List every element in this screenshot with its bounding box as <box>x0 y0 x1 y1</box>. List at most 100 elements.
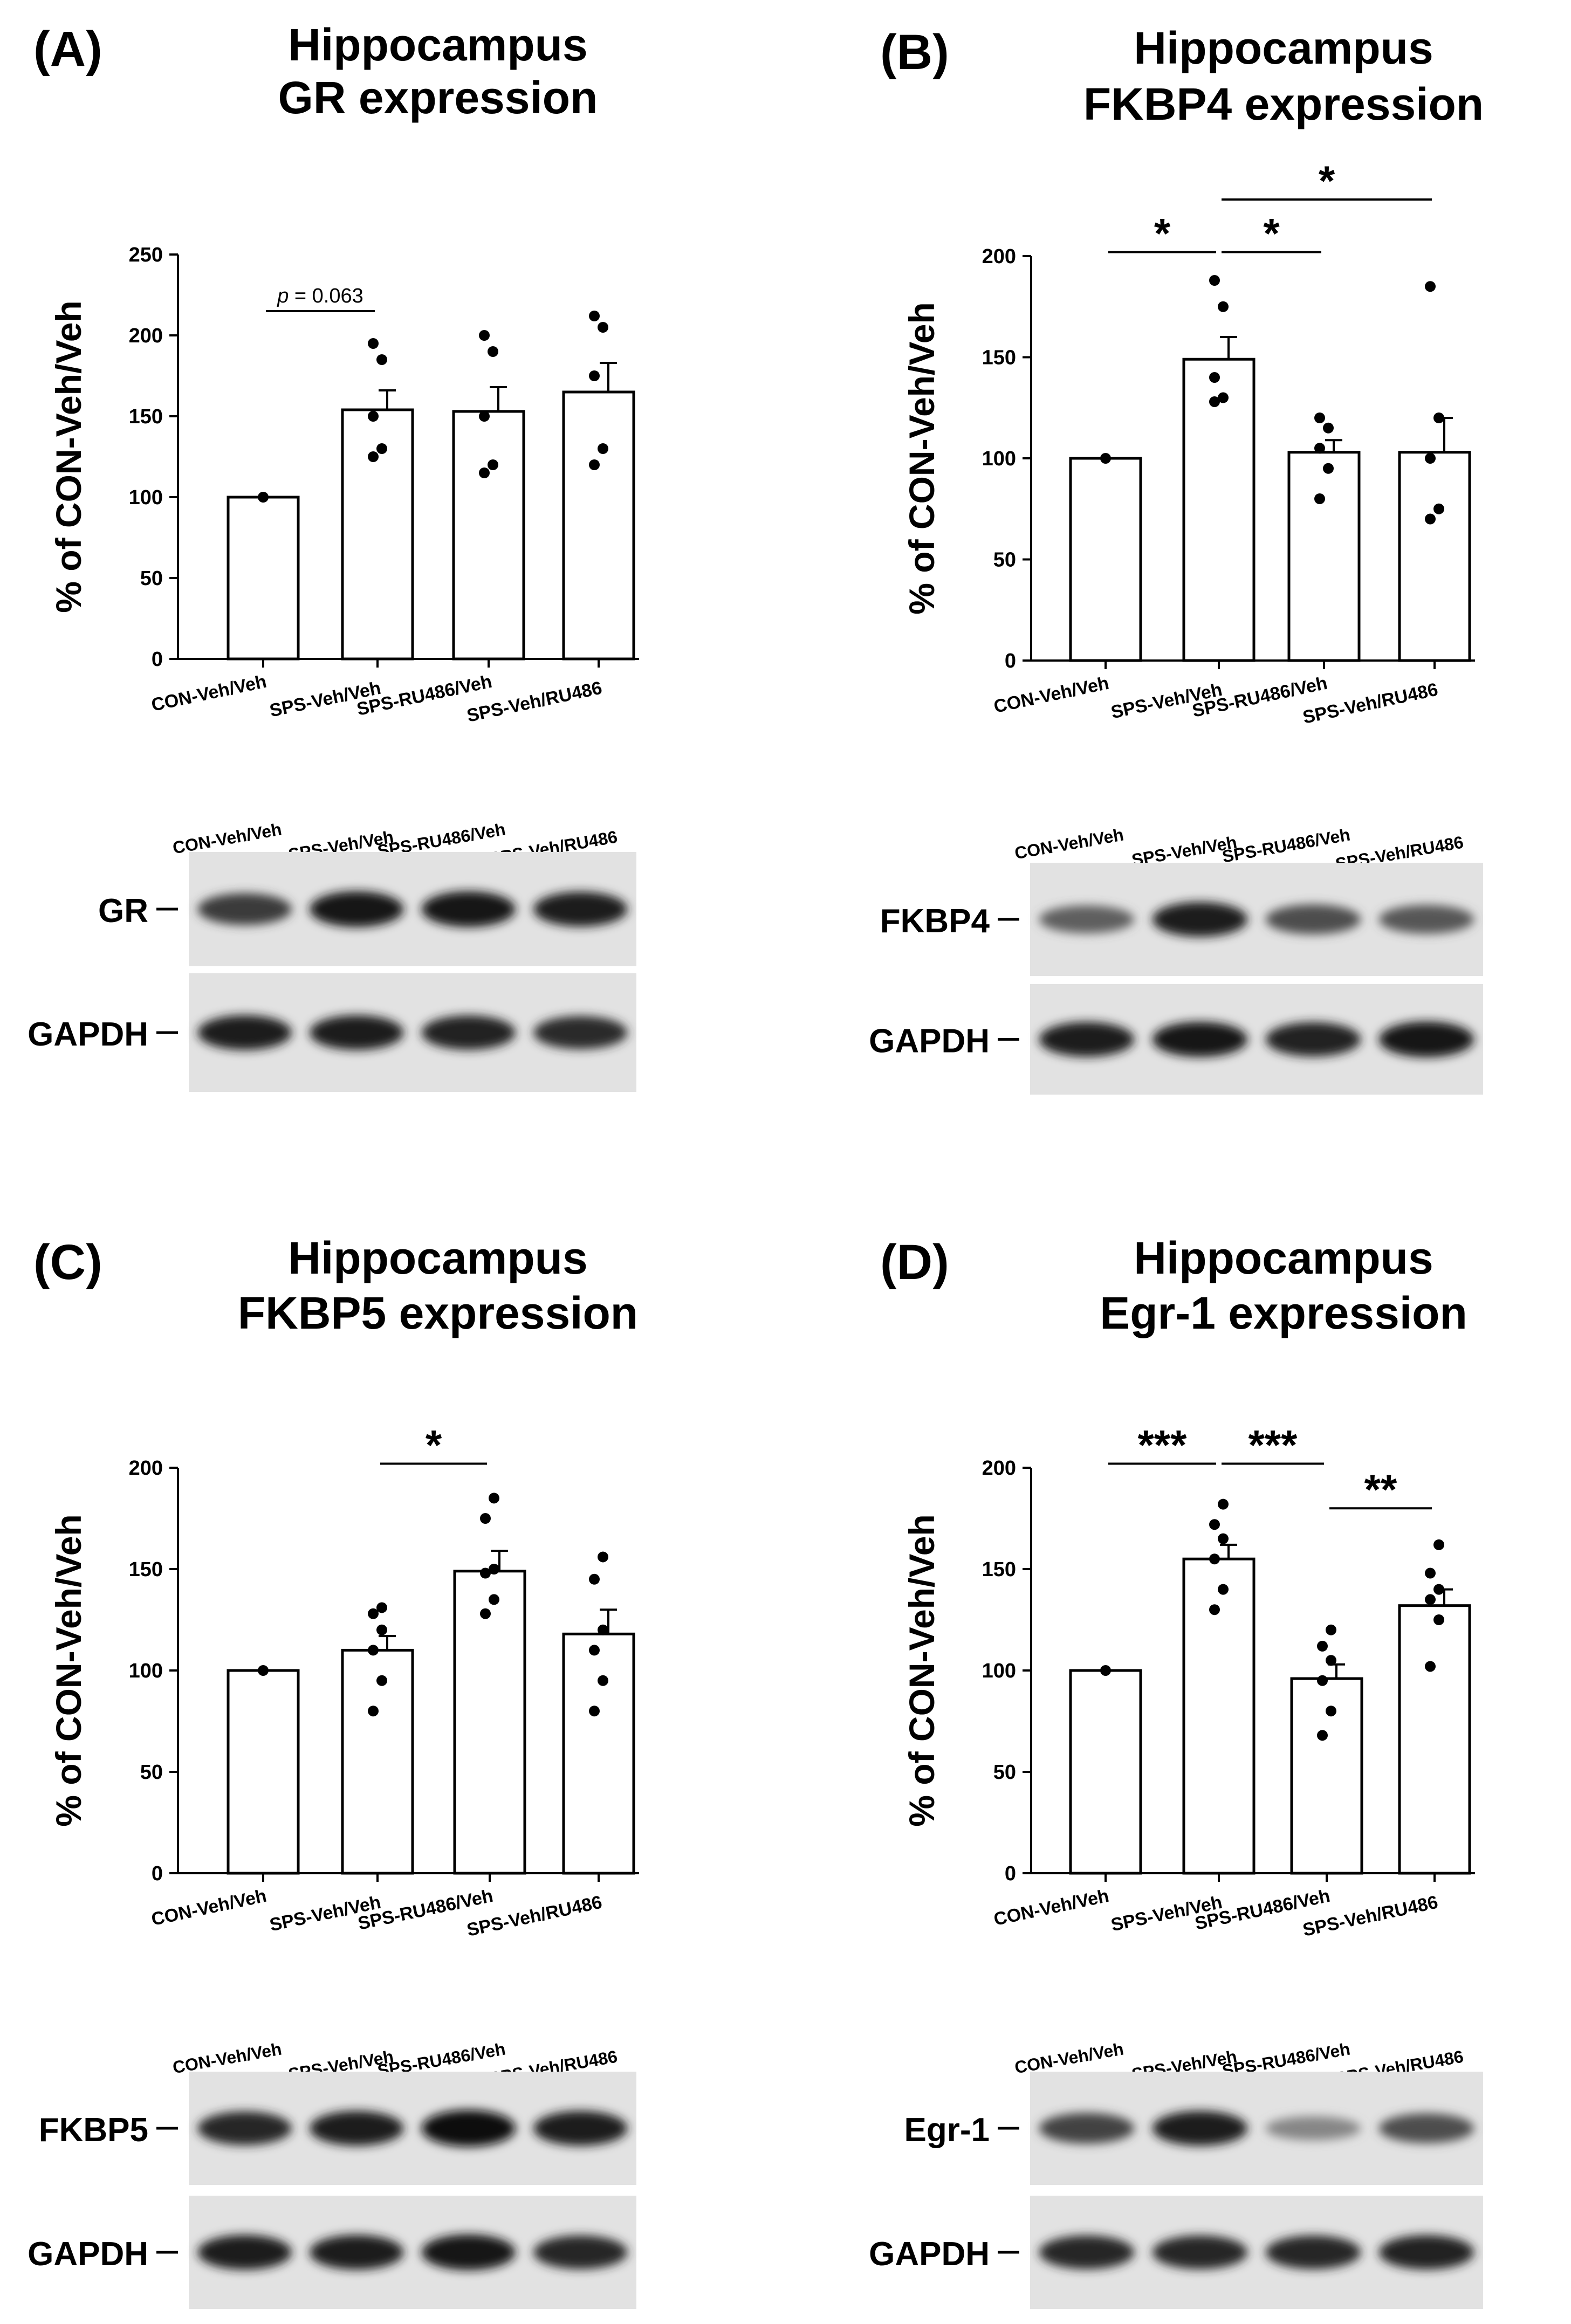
y-axis-label: % of CON-Veh/Veh <box>902 1514 942 1826</box>
data-point <box>1433 412 1444 423</box>
data-point <box>376 443 387 454</box>
significance-label: * <box>1319 157 1335 204</box>
chart-subtitle: GR expression <box>278 72 598 123</box>
data-point <box>1209 1519 1220 1530</box>
data-point <box>1323 463 1334 474</box>
data-point <box>489 1493 499 1504</box>
data-point <box>1425 1661 1436 1672</box>
significance-label: * <box>1263 210 1280 257</box>
data-point <box>1425 453 1436 464</box>
blot-row: GAPDH <box>869 984 1483 1095</box>
chart-title: Hippocampus <box>288 1233 587 1283</box>
data-point <box>1209 1604 1220 1615</box>
bar <box>1069 1669 1142 1875</box>
y-tick-label: 200 <box>982 1457 1016 1480</box>
data-point <box>598 1551 608 1563</box>
blot-row: FKBP4 <box>880 863 1483 976</box>
blot-band <box>1265 2116 1361 2141</box>
blot-row-label: GAPDH <box>869 1023 990 1060</box>
data-point <box>258 1665 269 1676</box>
data-point <box>1425 1594 1436 1605</box>
blot-row-label: FKBP4 <box>880 903 990 940</box>
data-point <box>1433 1584 1444 1595</box>
data-point <box>376 1624 387 1635</box>
x-tick-label: CON-Veh/Veh <box>149 1886 268 1930</box>
y-tick-label: 150 <box>129 405 163 428</box>
y-tick-label: 50 <box>140 1761 163 1784</box>
blot-band <box>1039 2113 1135 2144</box>
data-point <box>1326 1624 1336 1635</box>
data-point <box>258 492 269 503</box>
data-point <box>589 370 600 381</box>
data-point <box>480 1513 491 1524</box>
bar <box>1398 451 1471 662</box>
data-point <box>1433 1614 1444 1625</box>
blot-band <box>1378 905 1474 934</box>
blot-band <box>421 2234 516 2271</box>
blot-band <box>1039 905 1135 933</box>
blot-band <box>310 2110 404 2146</box>
x-tick-label: CON-Veh/Veh <box>992 673 1110 717</box>
blot-lane-label: CON-Veh/Veh <box>1013 824 1126 863</box>
blot-band <box>1152 2235 1248 2270</box>
blot-band <box>1039 2235 1135 2270</box>
data-point <box>1433 1539 1444 1550</box>
data-point <box>598 1624 608 1635</box>
data-point <box>488 346 498 357</box>
significance-label: * <box>1154 210 1171 257</box>
significance-label: p = 0.063 <box>277 285 363 307</box>
data-point <box>589 1706 600 1717</box>
y-tick-label: 0 <box>152 648 163 671</box>
data-point <box>479 467 490 478</box>
bar <box>341 1648 414 1875</box>
data-point <box>1100 1665 1111 1676</box>
panel-label: (B) <box>880 25 949 80</box>
blot-band <box>197 2234 292 2270</box>
blot-row-label: FKBP5 <box>39 2112 148 2149</box>
blot-row-label: GAPDH <box>869 2236 990 2273</box>
data-point <box>1218 301 1229 312</box>
bar <box>227 1669 300 1875</box>
blot-band <box>533 891 628 927</box>
data-point <box>376 1675 387 1686</box>
data-point <box>1326 1706 1336 1717</box>
data-point <box>480 1608 491 1619</box>
bar <box>1069 457 1142 662</box>
blot-band <box>197 893 292 925</box>
y-tick-label: 100 <box>129 486 163 509</box>
blot-row: Egr-1 <box>904 2072 1483 2185</box>
chart-title: Hippocampus <box>1134 23 1433 73</box>
blot-band <box>197 1015 292 1050</box>
panel-b: (B) Hippocampus FKBP4 expression 0 50 100 150 2… <box>869 23 1484 1095</box>
significance-label: *** <box>1137 1421 1187 1468</box>
y-tick-label: 100 <box>129 1660 163 1682</box>
data-point <box>1433 503 1444 514</box>
blot-band <box>1378 1021 1474 1057</box>
data-point <box>589 1573 600 1585</box>
data-point <box>1317 1675 1328 1686</box>
significance-label: * <box>426 1421 442 1468</box>
data-point <box>376 354 387 365</box>
y-tick-label: 0 <box>1005 1862 1016 1885</box>
blot-band <box>421 891 516 927</box>
x-tick-label: CON-Veh/Veh <box>992 1886 1110 1930</box>
y-tick-label: 150 <box>982 1558 1016 1581</box>
y-tick-label: 50 <box>140 567 163 590</box>
bar <box>1287 451 1361 662</box>
y-tick-label: 150 <box>129 1558 163 1581</box>
data-point <box>1209 396 1220 407</box>
data-point <box>598 443 608 454</box>
data-point <box>488 459 498 470</box>
data-point <box>1314 493 1325 504</box>
data-point <box>1317 1640 1328 1652</box>
data-point <box>1218 1584 1229 1595</box>
blot-lane-label: SPS-RU486/Veh <box>1221 824 1352 866</box>
blot-band <box>1265 2235 1361 2270</box>
blot-row: GR <box>98 852 636 966</box>
blot-lane-label: CON-Veh/Veh <box>171 819 283 857</box>
y-tick-label: 150 <box>982 347 1016 369</box>
